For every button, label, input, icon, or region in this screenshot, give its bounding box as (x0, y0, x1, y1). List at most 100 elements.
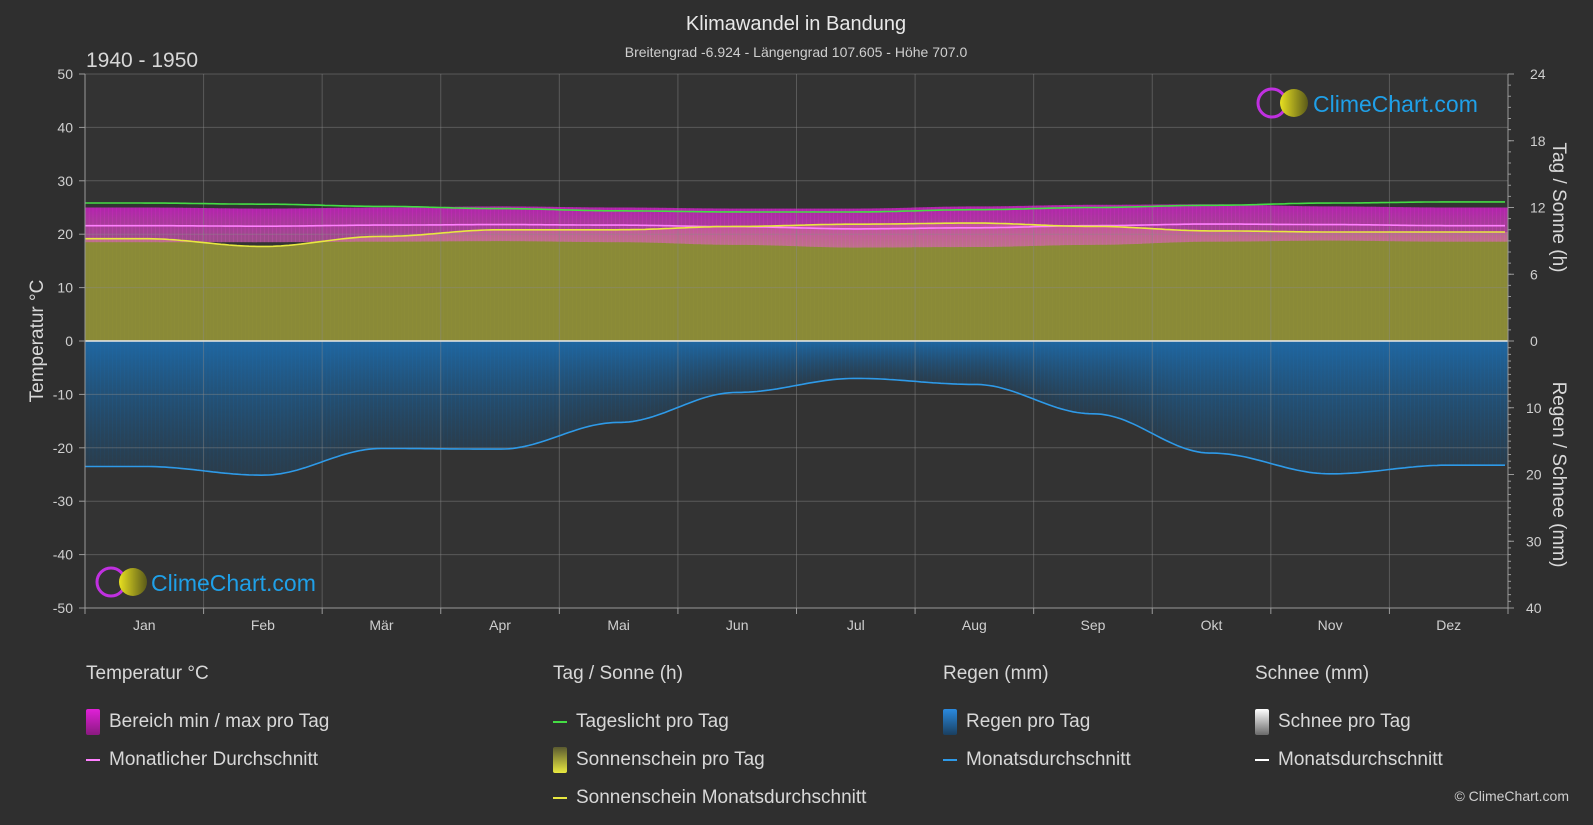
sunshine-average-line (85, 222, 1505, 248)
temperature-range-bar (151, 207, 156, 243)
sunshine-bar (541, 229, 546, 342)
rain-bar (162, 341, 168, 468)
sunshine-bar (993, 223, 998, 341)
sunshine-bar (1153, 228, 1158, 341)
sunshine-bar (806, 225, 811, 341)
rain-bar (307, 341, 312, 467)
rain-bar (1242, 341, 1248, 457)
rain-bar (287, 341, 293, 472)
sunshine-bar (1172, 229, 1178, 341)
rain-bar (841, 341, 846, 379)
rain-bar (1461, 341, 1466, 466)
rain-bar (1441, 341, 1447, 466)
sunshine-bar (782, 225, 788, 341)
rain-bar (778, 341, 784, 389)
sunshine-bar (962, 223, 967, 341)
rain-bar (634, 341, 640, 421)
rain-bar (1118, 341, 1123, 419)
temperature-range-bar (1371, 206, 1376, 241)
sunshine-bar (1122, 227, 1127, 341)
temperature-range-bar (1457, 207, 1462, 242)
rain-bar (1036, 341, 1041, 401)
rain-bar (1262, 341, 1267, 462)
rain-bar (560, 341, 565, 435)
rain-bar (1352, 341, 1357, 473)
rain-bar (693, 341, 698, 401)
rain-bar (1437, 341, 1443, 466)
rain-bar (1496, 341, 1501, 466)
sunshine-bar (283, 245, 289, 341)
rain-bar (1332, 341, 1337, 474)
sunshine-bar (431, 233, 437, 341)
sunshine-bar (634, 229, 640, 341)
x-tick-label: Mär (369, 617, 393, 633)
rain-bar (1106, 341, 1111, 416)
rain-bar (755, 341, 760, 392)
rain-bar (1313, 341, 1318, 473)
temperature-range-bar (506, 206, 511, 242)
rain-bar (1024, 341, 1029, 397)
rain-bar (201, 341, 207, 471)
sunshine-bar (1375, 232, 1380, 341)
rain-bar (1344, 341, 1349, 474)
temperature-range-bar (1309, 206, 1314, 241)
rain-bar (1040, 341, 1045, 403)
temperature-range-bar (1020, 205, 1025, 247)
rain-bar (1484, 341, 1489, 466)
rain-bar (233, 341, 238, 474)
sunshine-bar (985, 223, 990, 341)
sunshine-bar (1176, 230, 1181, 341)
rain-bar (1476, 341, 1482, 466)
sunshine-bar (626, 229, 632, 341)
sunshine-bar (969, 223, 975, 341)
temperature-range-bar (1133, 204, 1139, 244)
rain-bar (1200, 341, 1205, 453)
rain-bar (1363, 341, 1369, 472)
sunshine-bar (1484, 232, 1489, 341)
rain-bar (151, 341, 156, 467)
rain-bar (357, 341, 363, 451)
daylight-line (85, 201, 1505, 213)
left-tick-label: 20 (57, 226, 73, 242)
left-tick-label: -40 (53, 547, 73, 563)
x-tick-label: Feb (251, 617, 275, 633)
sunshine-bar (104, 238, 109, 341)
sunshine-bar (821, 224, 827, 341)
sunshine-bar (385, 236, 390, 341)
temperature-range-bar (1445, 207, 1450, 242)
rain-bar (759, 341, 764, 391)
temperature-range-bar (1274, 205, 1279, 242)
rain-bar (1406, 341, 1411, 468)
temperature-range-bar (209, 208, 215, 243)
sunshine-bar (669, 228, 675, 341)
temperature-range-bar (276, 208, 281, 243)
rain-bar (1180, 341, 1185, 448)
rain-bar (420, 341, 425, 449)
temperature-range-bar (194, 207, 199, 243)
sunshine-bar (1355, 232, 1361, 341)
sunshine-bar (1055, 225, 1061, 341)
temperature-range-bar (1192, 204, 1197, 242)
sunshine-bar (872, 224, 877, 341)
temperature-range-bar (872, 208, 877, 248)
rain-bar (377, 341, 382, 449)
rain-bar (135, 341, 140, 467)
temperature-range-bar (1484, 207, 1489, 242)
sunshine-bar (599, 229, 604, 342)
rain-bar (459, 341, 464, 449)
sunshine-bar (1313, 231, 1318, 341)
temperature-range-bar (997, 206, 1002, 247)
sunshine-bar (771, 225, 776, 341)
sunshine-bar (767, 226, 772, 341)
sunshine-bar (268, 246, 273, 341)
rain-bar (1157, 341, 1162, 437)
temperature-range-bar (1083, 204, 1088, 245)
temperature-range-bar (1500, 207, 1505, 242)
rain-bar (455, 341, 460, 449)
rain-bar (864, 341, 870, 379)
sunshine-bar (1476, 232, 1482, 341)
sunshine-bar (1215, 230, 1220, 341)
left-tick-label: 40 (57, 119, 73, 135)
sunshine-bar (911, 223, 916, 341)
rain-bar (268, 341, 273, 475)
